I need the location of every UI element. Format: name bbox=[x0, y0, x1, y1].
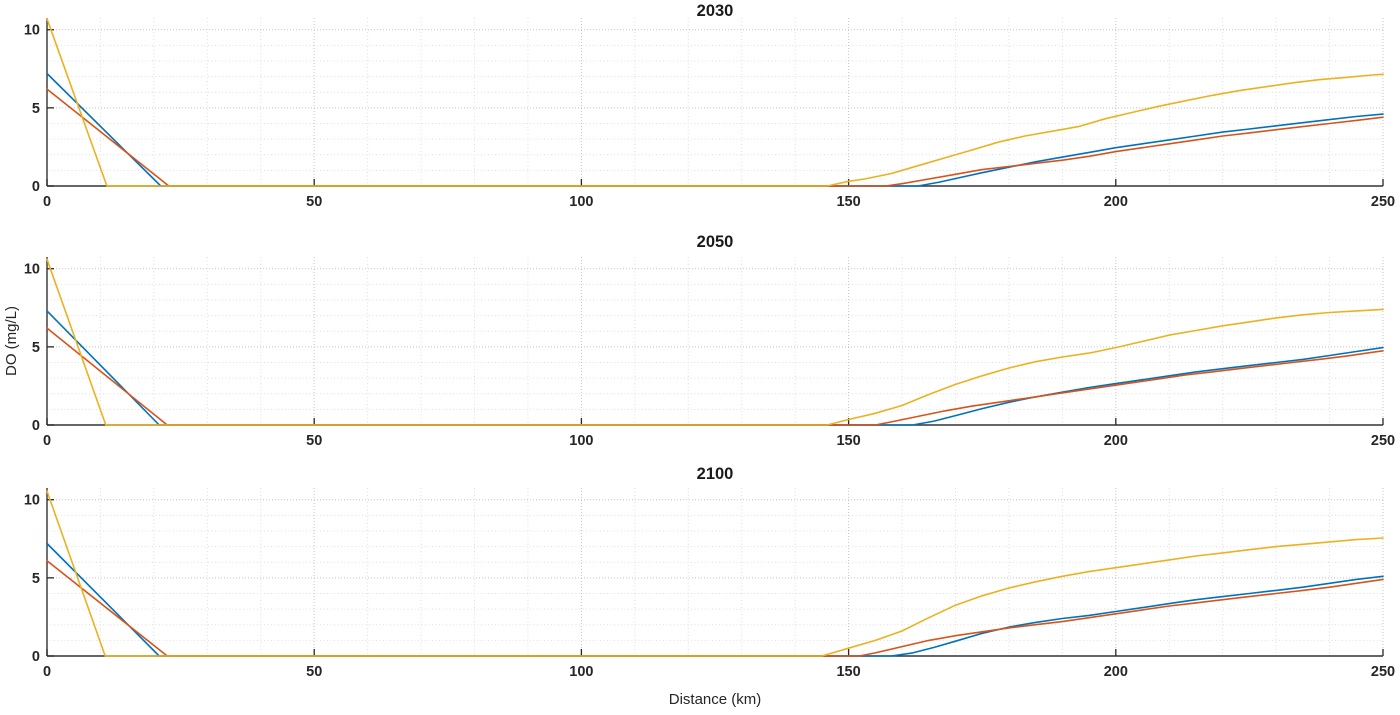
x-tick-label: 150 bbox=[836, 664, 860, 680]
x-tick-label: 250 bbox=[1371, 433, 1395, 449]
y-tick-label: 0 bbox=[32, 649, 40, 665]
x-tick-label: 50 bbox=[306, 433, 322, 449]
y-tick-label: 0 bbox=[32, 179, 40, 195]
x-tick-label: 200 bbox=[1104, 433, 1128, 449]
series-blue-line bbox=[46, 542, 1384, 657]
y-tick-label: 5 bbox=[32, 571, 40, 587]
y-tick-label: 5 bbox=[32, 101, 40, 117]
subplot-2100-title: 2100 bbox=[697, 465, 734, 483]
subplot-2100: 0 50 100 150 200 250 0 5 10 bbox=[24, 488, 1395, 680]
x-axis-label: Distance (km) bbox=[669, 691, 762, 708]
y-tick-label: 0 bbox=[32, 418, 40, 434]
x-tick-label: 0 bbox=[43, 433, 51, 449]
series-yellow-line bbox=[46, 258, 1384, 426]
x-tick-label: 100 bbox=[569, 664, 593, 680]
x-tick-label: 50 bbox=[306, 664, 322, 680]
series-red-line bbox=[46, 559, 1384, 657]
y-axis-label: DO (mg/L) bbox=[3, 306, 20, 376]
subplot-2050: 0 50 100 150 200 250 0 5 10 bbox=[24, 257, 1395, 449]
x-tick-label: 0 bbox=[43, 194, 51, 210]
y-tick-label: 10 bbox=[24, 493, 40, 509]
x-tick-label: 100 bbox=[569, 194, 593, 210]
y-tick-label: 10 bbox=[24, 262, 40, 278]
x-tick-label: 150 bbox=[836, 194, 860, 210]
y-tick-label: 10 bbox=[24, 23, 40, 39]
y-tick-label: 5 bbox=[32, 340, 40, 356]
series-blue-line bbox=[46, 310, 1384, 426]
subplot-2050-title: 2050 bbox=[697, 233, 734, 251]
subplot-2030-title: 2030 bbox=[697, 2, 734, 20]
x-tick-label: 200 bbox=[1104, 664, 1128, 680]
x-tick-label: 250 bbox=[1371, 664, 1395, 680]
x-tick-label: 150 bbox=[836, 433, 860, 449]
series-yellow-line bbox=[46, 490, 1384, 657]
x-tick-label: 250 bbox=[1371, 194, 1395, 210]
x-tick-label: 200 bbox=[1104, 194, 1128, 210]
subplot-2030: 0 50 100 150 200 250 0 5 10 bbox=[24, 17, 1395, 210]
series-red-line bbox=[46, 327, 1384, 426]
series-red-line bbox=[46, 88, 1384, 187]
x-tick-label: 50 bbox=[306, 194, 322, 210]
series-blue-line bbox=[46, 72, 1384, 187]
x-tick-label: 100 bbox=[569, 433, 593, 449]
series-yellow-line bbox=[46, 17, 1384, 187]
x-tick-label: 0 bbox=[43, 664, 51, 680]
